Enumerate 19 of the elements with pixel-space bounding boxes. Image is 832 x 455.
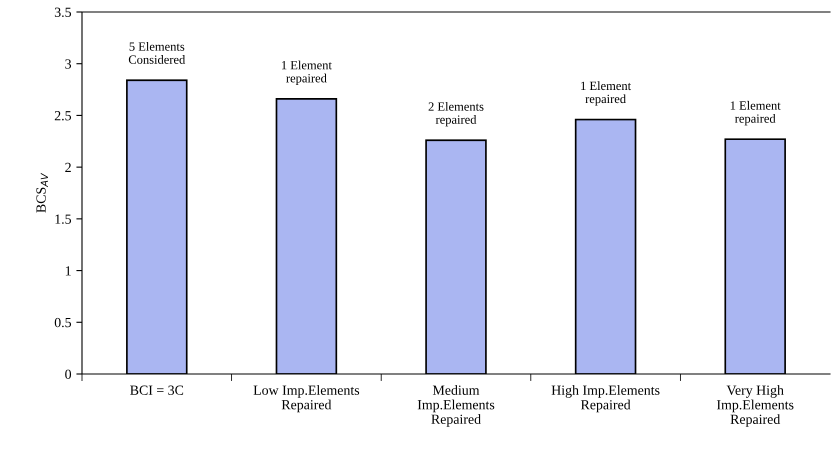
x-tick-label: BCI = 3C	[130, 386, 184, 395]
annotation: 1 Element repaired	[730, 100, 781, 126]
y-tick-label: 0	[65, 370, 72, 379]
y-axis-title: BCS$_{AV}$	[36, 172, 48, 213]
y-tick-label: 3	[65, 59, 72, 69]
x-tick-label: Very High Imp.Elements Repaired	[716, 385, 794, 427]
annotation: 5 Elements Considered	[128, 42, 186, 64]
x-tick-label: High Imp.Elements Repaired	[552, 385, 660, 412]
y-tick-label: 1	[66, 266, 71, 276]
y-tick-label: 3.5	[54, 8, 72, 18]
y-tick-label: 0.5	[54, 318, 72, 328]
x-tick-label: Medium Imp.Elements Repaired	[418, 385, 494, 427]
annotation: 1 Element repaired	[581, 81, 632, 106]
annotation: 2 Elements repaired	[428, 102, 484, 126]
x-tick-label: Low Imp.Elements Repaired	[254, 385, 360, 412]
y-tick-label: 2	[65, 162, 71, 172]
annotation: 1 Element repaired	[282, 60, 332, 85]
y-tick-label: 2.5	[54, 111, 72, 120]
y-tick-label: 1.5	[55, 214, 72, 224]
